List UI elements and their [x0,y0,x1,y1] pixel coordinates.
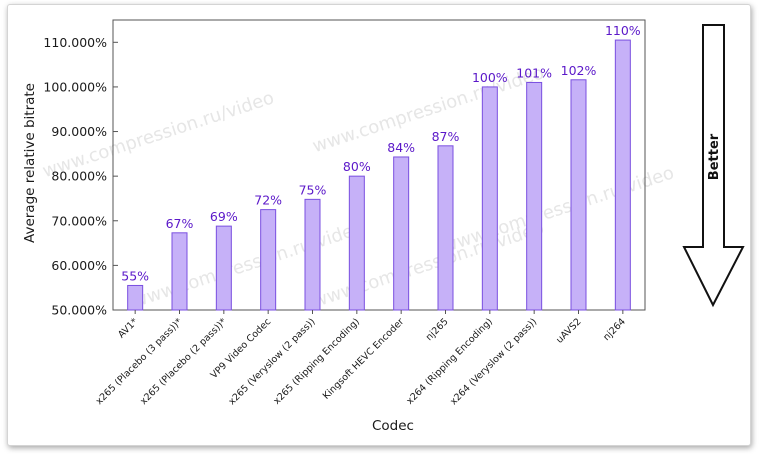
data-label: 101% [516,65,552,80]
x-tick-label: x264 (Veryslow (2 pass)) [448,316,539,407]
data-label: 67% [166,216,194,231]
x-tick-label: nj265 [424,316,451,343]
bar [215,225,232,311]
x-tick-label: uAVS2 [554,316,583,345]
x-tick-label: x265 (Veryslow (2 pass)) [227,316,318,407]
bar [526,81,543,311]
data-label: 100% [472,70,508,85]
y-tick-label: 90.000% [51,124,107,139]
bar [481,86,498,311]
bar [614,39,631,311]
x-tick-label: x264 (Ripping Encoding) [404,316,494,406]
x-tick-label: Kingsoft HEVC Encoder [321,316,406,401]
x-tick-label: x265 (Ripping Encoding) [271,316,361,406]
bar [570,79,587,311]
data-label: 84% [387,140,415,155]
y-tick-label: 70.000% [51,213,107,228]
x-axis-ticks: AV1*x265 (Placebo (3 pass))*x265 (Placeb… [94,310,628,407]
x-axis-label: Codec [372,418,414,434]
down-arrow-icon [682,24,745,308]
better-arrow: Better [682,24,745,308]
bar [304,198,321,311]
better-label: Better [707,133,722,180]
data-label: 72% [254,193,282,208]
bar [393,156,410,311]
data-label: 110% [605,23,641,38]
bar [260,209,277,311]
y-tick-label: 80.000% [51,169,107,184]
y-tick-label: 60.000% [51,258,107,273]
bar [127,284,144,311]
data-label: 69% [210,209,238,224]
data-label: 102% [561,63,597,78]
plot-frame [112,19,646,311]
x-tick-label: AV1* [116,316,140,340]
y-axis-label: Average relative bitrate [22,83,38,243]
data-label: 55% [121,268,149,283]
data-labels: 55% 67% 69% 72% 75% 80% 84% 87% 100% 101% 102% 110% [121,23,641,283]
watermark-text: www.compression.ru/video [310,62,547,157]
x-tick-label: nj264 [601,316,628,343]
data-label: 80% [343,159,371,174]
bar [171,232,188,311]
data-label: 75% [299,182,327,197]
x-tick-label: x265 (Placebo (2 pass))* [138,316,229,407]
bars [127,39,631,311]
watermark-text: www.compression.ru/video [440,162,677,257]
data-label: 87% [432,129,460,144]
bar [437,145,454,311]
bar [348,175,365,311]
y-axis-ticks: 50.000% 60.000% 70.000% 80.000% 90.000% 100.0… [43,35,118,318]
x-tick-label: x265 (Placebo (3 pass))* [94,316,185,407]
y-tick-label: 50.000% [51,303,107,318]
y-tick-label: 110.000% [43,35,107,50]
y-tick-label: 100.000% [43,79,107,94]
